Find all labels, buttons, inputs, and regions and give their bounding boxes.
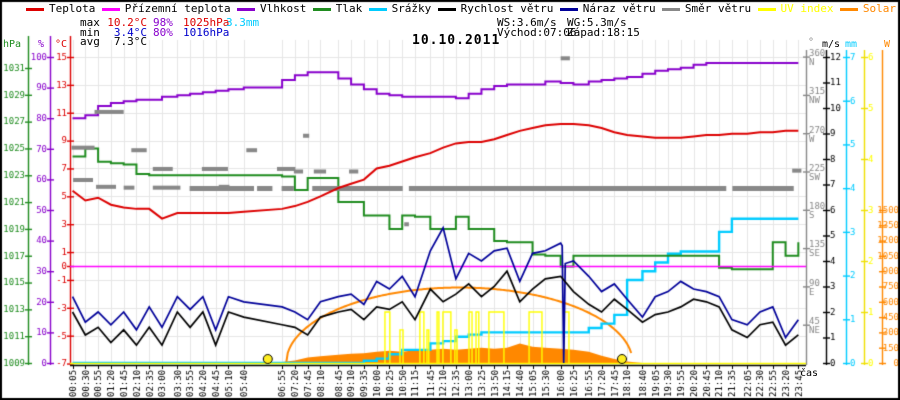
- stat-min-pressure: 1016hPa: [183, 26, 230, 39]
- stat-sunrise: Východ:07:06: [497, 26, 577, 39]
- legend-item: Rychlost větru: [437, 2, 554, 15]
- legend-label: Rychlost větru: [460, 2, 554, 15]
- stat-avg-label: avg: [80, 35, 100, 48]
- legend-swatch: [839, 7, 858, 11]
- stat-sunset: Západ:18:15: [567, 26, 640, 39]
- stat-min-label: min: [80, 26, 100, 39]
- axis-header-pressure: hPa: [3, 39, 22, 50]
- legend-item: Tlak: [312, 2, 363, 15]
- axis-header-humidity: %: [38, 39, 45, 50]
- legend-label: Přízemní teplota: [124, 2, 231, 15]
- legend-item: Směr větru: [661, 2, 752, 15]
- stat-wind-speed-max: WS:3.6m/s: [497, 16, 557, 29]
- axis-header-wind: m/s: [822, 39, 841, 50]
- legend-item: Teplota: [26, 3, 95, 15]
- axis-header-direction: °: [808, 37, 815, 48]
- legend-label: UV index: [780, 2, 834, 15]
- legend-item: Přízemní teplota: [101, 2, 231, 15]
- stat-max-temp: 10.2°C: [107, 16, 147, 29]
- legend-label: Náraz větru: [582, 2, 656, 15]
- legend-swatch: [757, 7, 776, 11]
- stat-max-pressure: 1025hPa: [183, 16, 230, 29]
- legend-swatch: [661, 7, 680, 11]
- legend-swatch: [26, 7, 44, 11]
- stat-avg-temp: 7.3°C: [113, 35, 147, 48]
- legend-label: Solar: [862, 2, 896, 15]
- legend-swatch: [559, 7, 578, 11]
- legend-swatch: [101, 7, 120, 11]
- legend-swatch: [237, 7, 256, 11]
- legend-label: Směr větru: [684, 2, 752, 15]
- legend-swatch: [312, 7, 331, 11]
- stat-min-humidity: 80%: [153, 26, 173, 39]
- stat-min-temp: 3.4°C: [113, 26, 147, 39]
- legend-item: UV index: [757, 2, 834, 15]
- legend-label: Srážky: [391, 2, 432, 15]
- legend-item: Náraz větru: [559, 2, 656, 15]
- legend-label: Teplota: [49, 2, 96, 15]
- legend-item: Vlhkost: [237, 3, 306, 15]
- axis-header-rain: mm: [845, 39, 858, 50]
- legend: Teplota Přízemní teplota Vlhkost Tlak Srážky…: [26, 3, 896, 15]
- axis-header-solar: W: [884, 39, 891, 50]
- stat-max-rain: 3.3mm: [226, 16, 260, 29]
- legend-item: Srážky: [368, 2, 432, 15]
- page-title: 10.10.2011: [412, 33, 501, 48]
- legend-swatch: [437, 7, 456, 11]
- x-axis-label: čas: [800, 368, 819, 379]
- axis-header-temperature: °C: [55, 39, 68, 50]
- legend-label: Tlak: [335, 2, 363, 15]
- stat-wind-gust-max: WG:5.3m/s: [567, 16, 627, 29]
- legend-swatch: [368, 7, 387, 11]
- stat-max-humidity: 98%: [153, 16, 173, 29]
- stat-max-label: max: [80, 16, 100, 29]
- legend-label: Vlhkost: [260, 2, 307, 15]
- legend-item: Solar: [839, 2, 896, 15]
